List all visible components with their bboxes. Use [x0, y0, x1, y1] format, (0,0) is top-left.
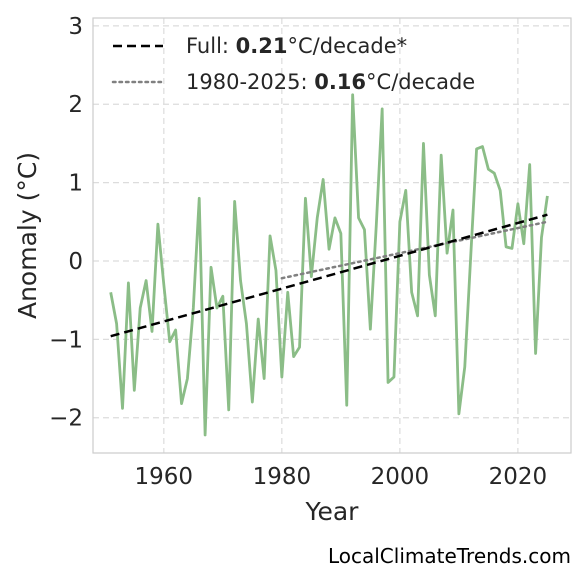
watermark: LocalClimateTrends.com [327, 544, 571, 568]
y-axis-title: Anomaly (°C) [13, 152, 42, 319]
x-axis-title: Year [305, 497, 360, 526]
x-tick-labels: 1960 1980 2000 2020 [135, 464, 548, 490]
y-tick-label: 2 [68, 92, 83, 118]
legend: Full: 0.21°C/decade* 1980-2025: 0.16°C/de… [111, 34, 475, 94]
y-tick-label: −2 [49, 406, 83, 432]
y-tick-label: 0 [68, 249, 83, 275]
series-layer [109, 93, 549, 437]
x-tick-label: 2000 [371, 464, 430, 490]
full-trend-line [110, 213, 548, 338]
y-tick-label: −1 [49, 327, 83, 353]
x-tick-label: 1960 [135, 464, 194, 490]
plot-frame [92, 17, 572, 454]
recent-trend-line [280, 220, 549, 280]
y-tick-label: 3 [68, 14, 83, 40]
legend-label: Full: 0.21°C/decade* [186, 34, 407, 58]
legend-label: 1980-2025: 0.16°C/decade [186, 70, 475, 94]
y-tick-labels: −2 −1 0 1 2 3 [49, 14, 83, 432]
x-tick-label: 2020 [489, 464, 548, 490]
y-tick-label: 1 [68, 171, 83, 197]
grid [93, 18, 571, 453]
anomaly-series-line [109, 93, 549, 437]
x-tick-label: 1980 [253, 464, 312, 490]
